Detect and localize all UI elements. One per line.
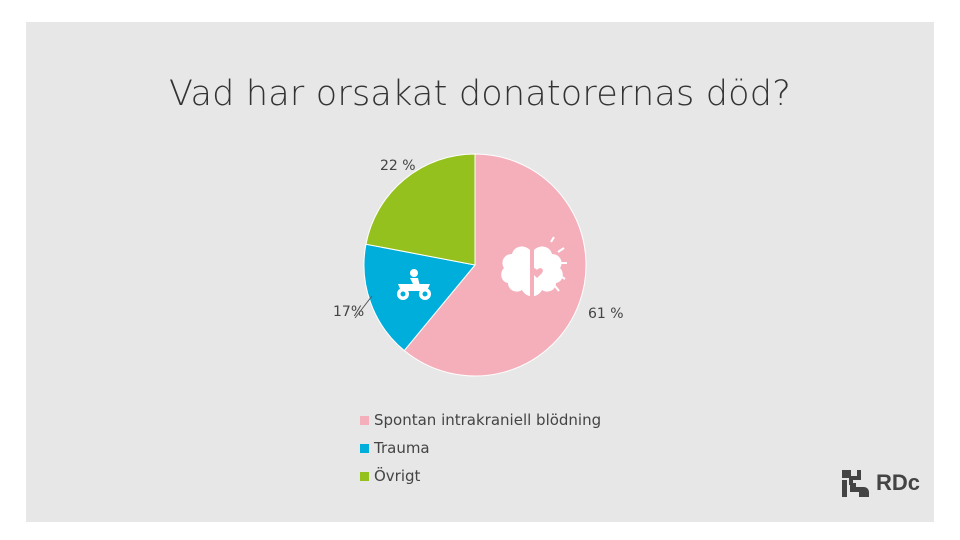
pie-slice-1	[403, 153, 587, 377]
slice-label-3: 22 %	[380, 158, 416, 174]
logo-text: RDc	[876, 470, 921, 495]
legend-swatch	[360, 415, 369, 425]
pie-slice-2	[363, 243, 476, 352]
legend-label: Övrigt	[374, 467, 421, 485]
legend-item-1: Spontan intrakraniell blödning	[360, 406, 601, 434]
legend-swatch	[360, 471, 369, 481]
legend-swatch	[360, 443, 369, 453]
rdc-logo-icon	[842, 470, 869, 497]
legend-item-3: Övrigt	[360, 462, 601, 490]
label-leader-line	[354, 295, 373, 319]
legend-item-2: Trauma	[360, 434, 601, 462]
brain-heart-icon	[501, 236, 567, 296]
legend-label: Trauma	[374, 439, 430, 457]
atv-rider-icon	[397, 269, 431, 300]
pie-slice-3	[365, 153, 476, 266]
slice-label-1: 61 %	[588, 306, 624, 322]
chart-title: Vad har orsakat donatorernas död?	[169, 74, 791, 114]
legend-label: Spontan intrakraniell blödning	[374, 411, 602, 429]
rdc-logo: RDc	[840, 467, 920, 499]
legend: Spontan intrakraniell blödning Trauma Övri…	[360, 406, 601, 490]
